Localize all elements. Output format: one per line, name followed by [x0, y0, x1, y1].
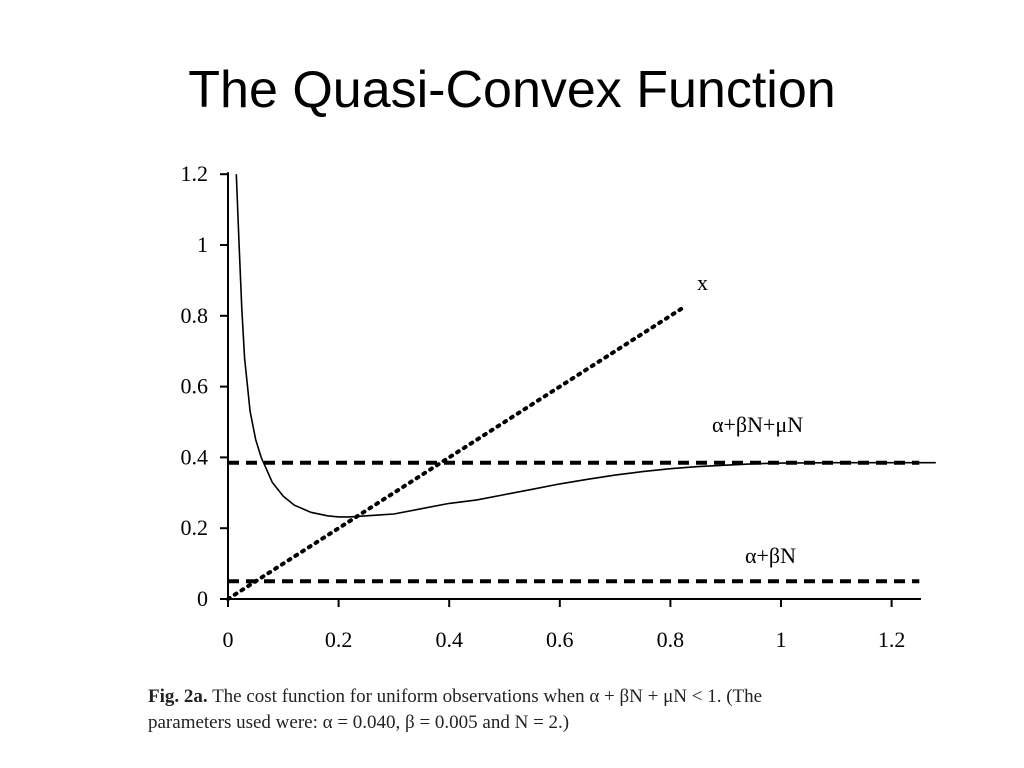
x-tick-label: 1.2: [878, 627, 906, 652]
figure-caption: Fig. 2a. The cost function for uniform o…: [148, 684, 978, 736]
series-line-cost-function: [235, 174, 936, 518]
y-tick-label: 0.8: [181, 303, 209, 328]
chart: 0 0.2 0.4 0.6 0.8 1 1.2 0 0.2 0.4 0.6 0.8 1 1.2 x α+β…: [181, 161, 936, 652]
x-tick-label: 0.2: [325, 627, 353, 652]
x-tick-label: 0.8: [657, 627, 685, 652]
x-tick-label: 0: [223, 627, 234, 652]
caption-line-1: The cost function for uniform observatio…: [212, 686, 763, 707]
series-label-alpha-beta-n: α+βN: [745, 543, 796, 568]
y-tick-label: 0: [197, 586, 208, 611]
y-tick-label: 0.6: [181, 374, 209, 399]
caption-fig-label: Fig. 2a.: [148, 686, 208, 707]
y-tick-label: 1: [197, 232, 208, 257]
series-label-alpha-beta-n-mu-n: α+βN+μN: [712, 412, 803, 437]
slide-title: The Quasi-Convex Function: [188, 61, 836, 119]
caption-line-2: parameters used were: α = 0.040, β = 0.0…: [148, 712, 570, 733]
chart-axes: 0 0.2 0.4 0.6 0.8 1 1.2 0 0.2 0.4 0.6 0.8 1 1.2: [181, 161, 921, 652]
y-tick-label: 0.2: [181, 515, 209, 540]
y-tick-label: 1.2: [181, 161, 209, 186]
y-tick-label: 0.4: [181, 444, 209, 469]
chart-series: [226, 174, 936, 601]
series-line-x-identity: [226, 306, 684, 601]
series-label-x: x: [697, 270, 708, 295]
x-tick-label: 1: [776, 627, 787, 652]
x-tick-label: 0.4: [435, 627, 463, 652]
x-tick-label: 0.6: [546, 627, 574, 652]
